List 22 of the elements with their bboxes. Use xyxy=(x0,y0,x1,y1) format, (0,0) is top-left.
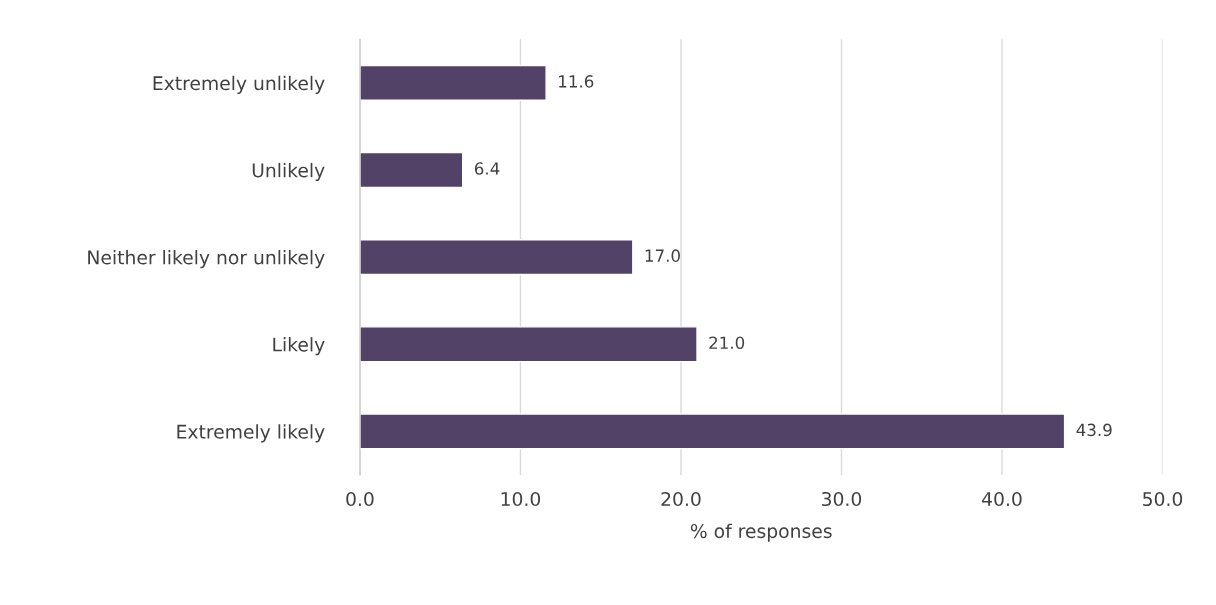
x-axis-title: % of responses xyxy=(690,523,832,542)
y-tick-label: Extremely unlikely xyxy=(153,75,325,94)
data-label: 43.9 xyxy=(1076,423,1112,437)
data-label: 21.0 xyxy=(709,336,745,350)
x-tick-label: 40.0 xyxy=(982,491,1022,507)
data-label: 11.6 xyxy=(559,75,594,88)
x-tick-label: 50.0 xyxy=(1143,491,1183,507)
x-tick-label: 10.0 xyxy=(501,491,541,507)
x-tick-label: 20.0 xyxy=(661,491,701,507)
x-tick-label: 0.0 xyxy=(346,491,374,507)
bar xyxy=(359,326,698,363)
bar xyxy=(359,151,464,189)
y-tick-label: Unlikely xyxy=(252,162,325,182)
x-tick-label: 30.0 xyxy=(822,491,862,507)
y-tick-label: Neither likely nor unlikely xyxy=(88,250,325,269)
bar xyxy=(359,239,634,276)
bar xyxy=(359,413,1066,450)
data-label: 17.0 xyxy=(645,249,680,262)
data-label: 6.4 xyxy=(474,162,500,175)
bar xyxy=(359,64,547,102)
y-tick-label: Extremely likely xyxy=(177,424,325,443)
y-tick-label: Likely xyxy=(273,337,325,356)
